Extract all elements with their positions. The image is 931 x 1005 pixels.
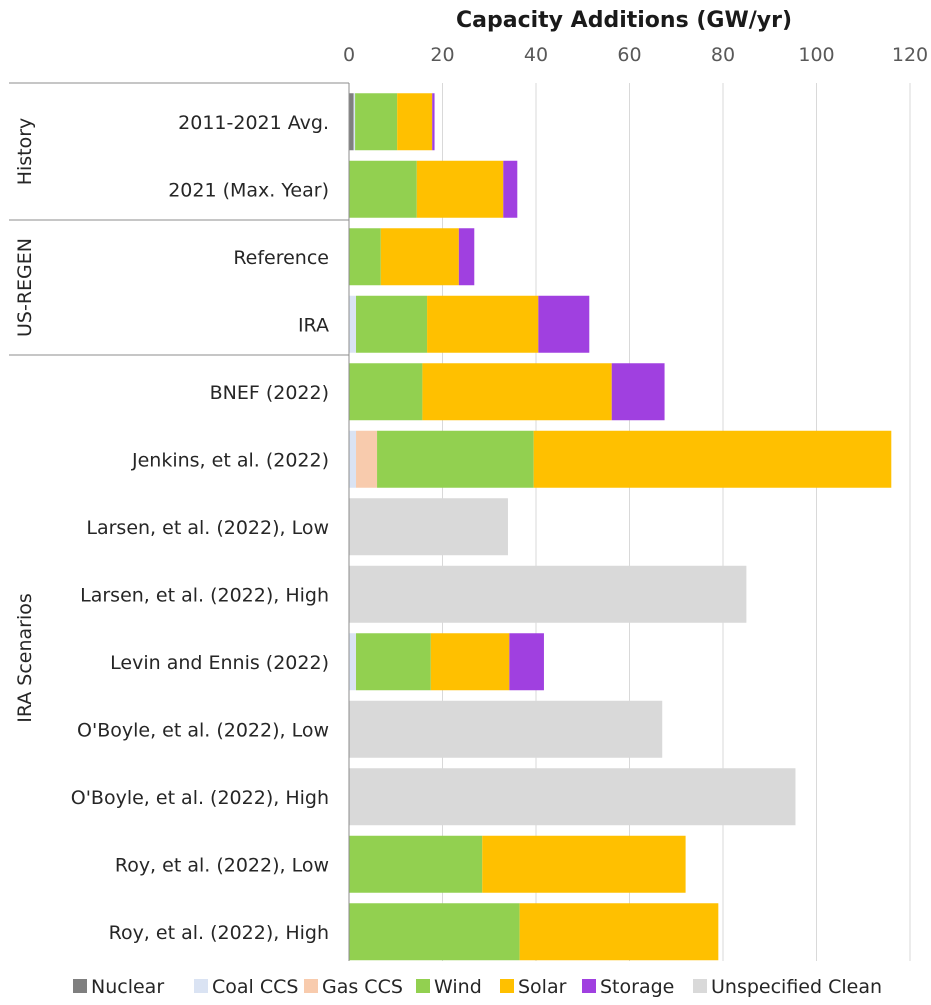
bar-solar — [482, 836, 685, 893]
x-tick-label: 120 — [892, 44, 928, 66]
x-axis-ticks: 0 20 40 60 80 100 120 — [343, 44, 928, 66]
bar-storage — [538, 296, 589, 353]
bar-nuclear — [349, 93, 354, 150]
bar-wind — [355, 93, 397, 150]
bar-wind — [356, 296, 427, 353]
bar-unspecified-clean — [349, 498, 508, 555]
x-tick-label: 0 — [343, 44, 355, 66]
category-label: 2021 (Max. Year) — [168, 179, 329, 201]
bar-solar — [427, 296, 538, 353]
bar-storage — [459, 228, 474, 285]
category-label: O'Boyle, et al. (2022), High — [71, 787, 329, 809]
legend-label: Wind — [434, 976, 482, 998]
bar-solar — [520, 903, 719, 960]
bar-wind — [377, 431, 534, 488]
category-label: Levin and Ennis (2022) — [110, 652, 329, 674]
legend-label: Nuclear — [91, 976, 164, 998]
category-label: Roy, et al. (2022), Low — [115, 854, 329, 876]
legend-swatch — [304, 979, 318, 993]
bar-wind — [349, 161, 417, 218]
legend-label: Solar — [518, 976, 567, 998]
category-label: Reference — [233, 247, 329, 269]
category-label: IRA — [298, 314, 329, 336]
bar-coal-ccs — [349, 431, 356, 488]
bar-solar — [417, 161, 503, 218]
legend-swatch — [416, 979, 430, 993]
bar-solar — [534, 431, 892, 488]
category-label: Jenkins, et al. (2022) — [131, 449, 329, 471]
group-label: History — [14, 118, 36, 186]
bar-storage — [612, 363, 665, 420]
bar-solar — [422, 363, 611, 420]
category-labels: 2011-2021 Avg. 2021 (Max. Year) Reference I… — [71, 112, 329, 944]
bar-storage — [432, 93, 434, 150]
category-label: Larsen, et al. (2022), High — [80, 584, 329, 606]
bar-wind — [349, 363, 422, 420]
bar-coal-ccs — [349, 296, 356, 353]
bar-solar — [431, 633, 510, 690]
bar-unspecified-clean — [349, 701, 662, 758]
x-tick-label: 60 — [617, 44, 641, 66]
category-label: 2011-2021 Avg. — [178, 112, 329, 134]
bar-storage — [509, 633, 544, 690]
bar-unspecified-clean — [349, 566, 746, 623]
bar-coal-ccs — [349, 633, 356, 690]
legend-label: Gas CCS — [322, 976, 403, 998]
legend-swatch — [693, 979, 707, 993]
bar-coal-ccs — [354, 93, 355, 150]
legend: Nuclear Coal CCS Gas CCS Wind Solar Storage Un… — [73, 976, 882, 998]
x-tick-label: 40 — [524, 44, 548, 66]
bar-storage — [503, 161, 517, 218]
legend-label: Storage — [600, 976, 674, 998]
category-label: Roy, et al. (2022), High — [109, 922, 329, 944]
legend-swatch — [582, 979, 596, 993]
category-label: O'Boyle, et al. (2022), Low — [77, 719, 329, 741]
bar-wind — [349, 228, 381, 285]
x-tick-label: 20 — [430, 44, 454, 66]
bar-solar — [381, 228, 459, 285]
x-tick-label: 100 — [798, 44, 834, 66]
category-label: BNEF (2022) — [210, 382, 329, 404]
bar-wind — [349, 903, 520, 960]
legend-swatch — [194, 979, 208, 993]
legend-label: Unspecified Clean — [711, 976, 882, 998]
bar-wind — [349, 836, 482, 893]
bar-solar — [397, 93, 432, 150]
x-tick-label: 80 — [711, 44, 735, 66]
category-label: Larsen, et al. (2022), Low — [86, 517, 329, 539]
chart-title: Capacity Additions (GW/yr) — [456, 8, 792, 33]
legend-swatch — [500, 979, 514, 993]
group-label: IRA Scenarios — [14, 593, 36, 723]
bars — [349, 93, 891, 960]
bar-unspecified-clean — [349, 768, 795, 825]
legend-label: Coal CCS — [212, 976, 298, 998]
legend-swatch — [73, 979, 87, 993]
bar-wind — [356, 633, 431, 690]
bar-gas-ccs — [356, 431, 377, 488]
group-label: US-REGEN — [14, 238, 36, 337]
